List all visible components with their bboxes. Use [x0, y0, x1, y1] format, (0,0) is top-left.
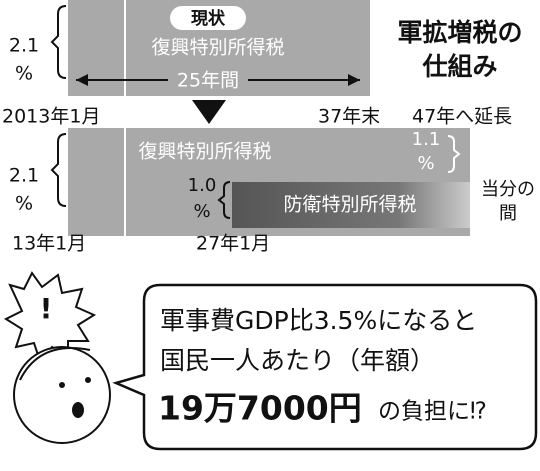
eye [59, 382, 65, 388]
title: 仕組み [421, 52, 497, 81]
span-label: 25年間 [177, 70, 239, 92]
start-date: 2013年1月 [2, 106, 100, 128]
title: 軍拡増税の [397, 18, 522, 47]
rate-unit: % [15, 193, 33, 215]
diagram: 現状 復興特別所得税 25年間 2.1 % 2013年1月 37年末 軍拡増税の… [0, 0, 540, 467]
down-arrow [192, 100, 226, 124]
exclamation: ! [40, 292, 53, 325]
face [14, 347, 110, 443]
eye [85, 377, 91, 383]
end-date: 37年末 [318, 106, 380, 128]
callout-suffix: の負担に⁉ [378, 399, 487, 425]
brace [52, 134, 66, 206]
revised-tax: 復興特別所得税 [138, 141, 271, 163]
current-tax: 復興特別所得税 [151, 37, 284, 59]
reconstruction-rate: 1.1 [412, 129, 441, 150]
defense-rate: 1.0 [188, 175, 217, 196]
duration: 間 [499, 203, 517, 224]
badge-text: 現状 [191, 8, 226, 29]
extension: 47年へ延長 [412, 106, 512, 128]
rate: 2.1 [9, 35, 39, 57]
start-date: 13年1月 [12, 233, 86, 255]
rate: 2.1 [9, 165, 39, 187]
rate-unit: % [15, 63, 33, 85]
callout-amount: 19万7000円 [158, 389, 362, 428]
reconstruction-unit: % [417, 153, 434, 174]
brace [52, 6, 66, 78]
defense-unit: % [193, 201, 210, 222]
defense-tax: 防衛特別所得税 [283, 194, 416, 216]
defense-start: 27年1月 [196, 233, 270, 255]
mouth [72, 402, 84, 418]
duration: 当分の [481, 179, 535, 200]
callout-line: 軍事費GDP比3.5%になると [160, 306, 477, 335]
callout-line: 国民一人あたり（年額） [160, 346, 435, 375]
